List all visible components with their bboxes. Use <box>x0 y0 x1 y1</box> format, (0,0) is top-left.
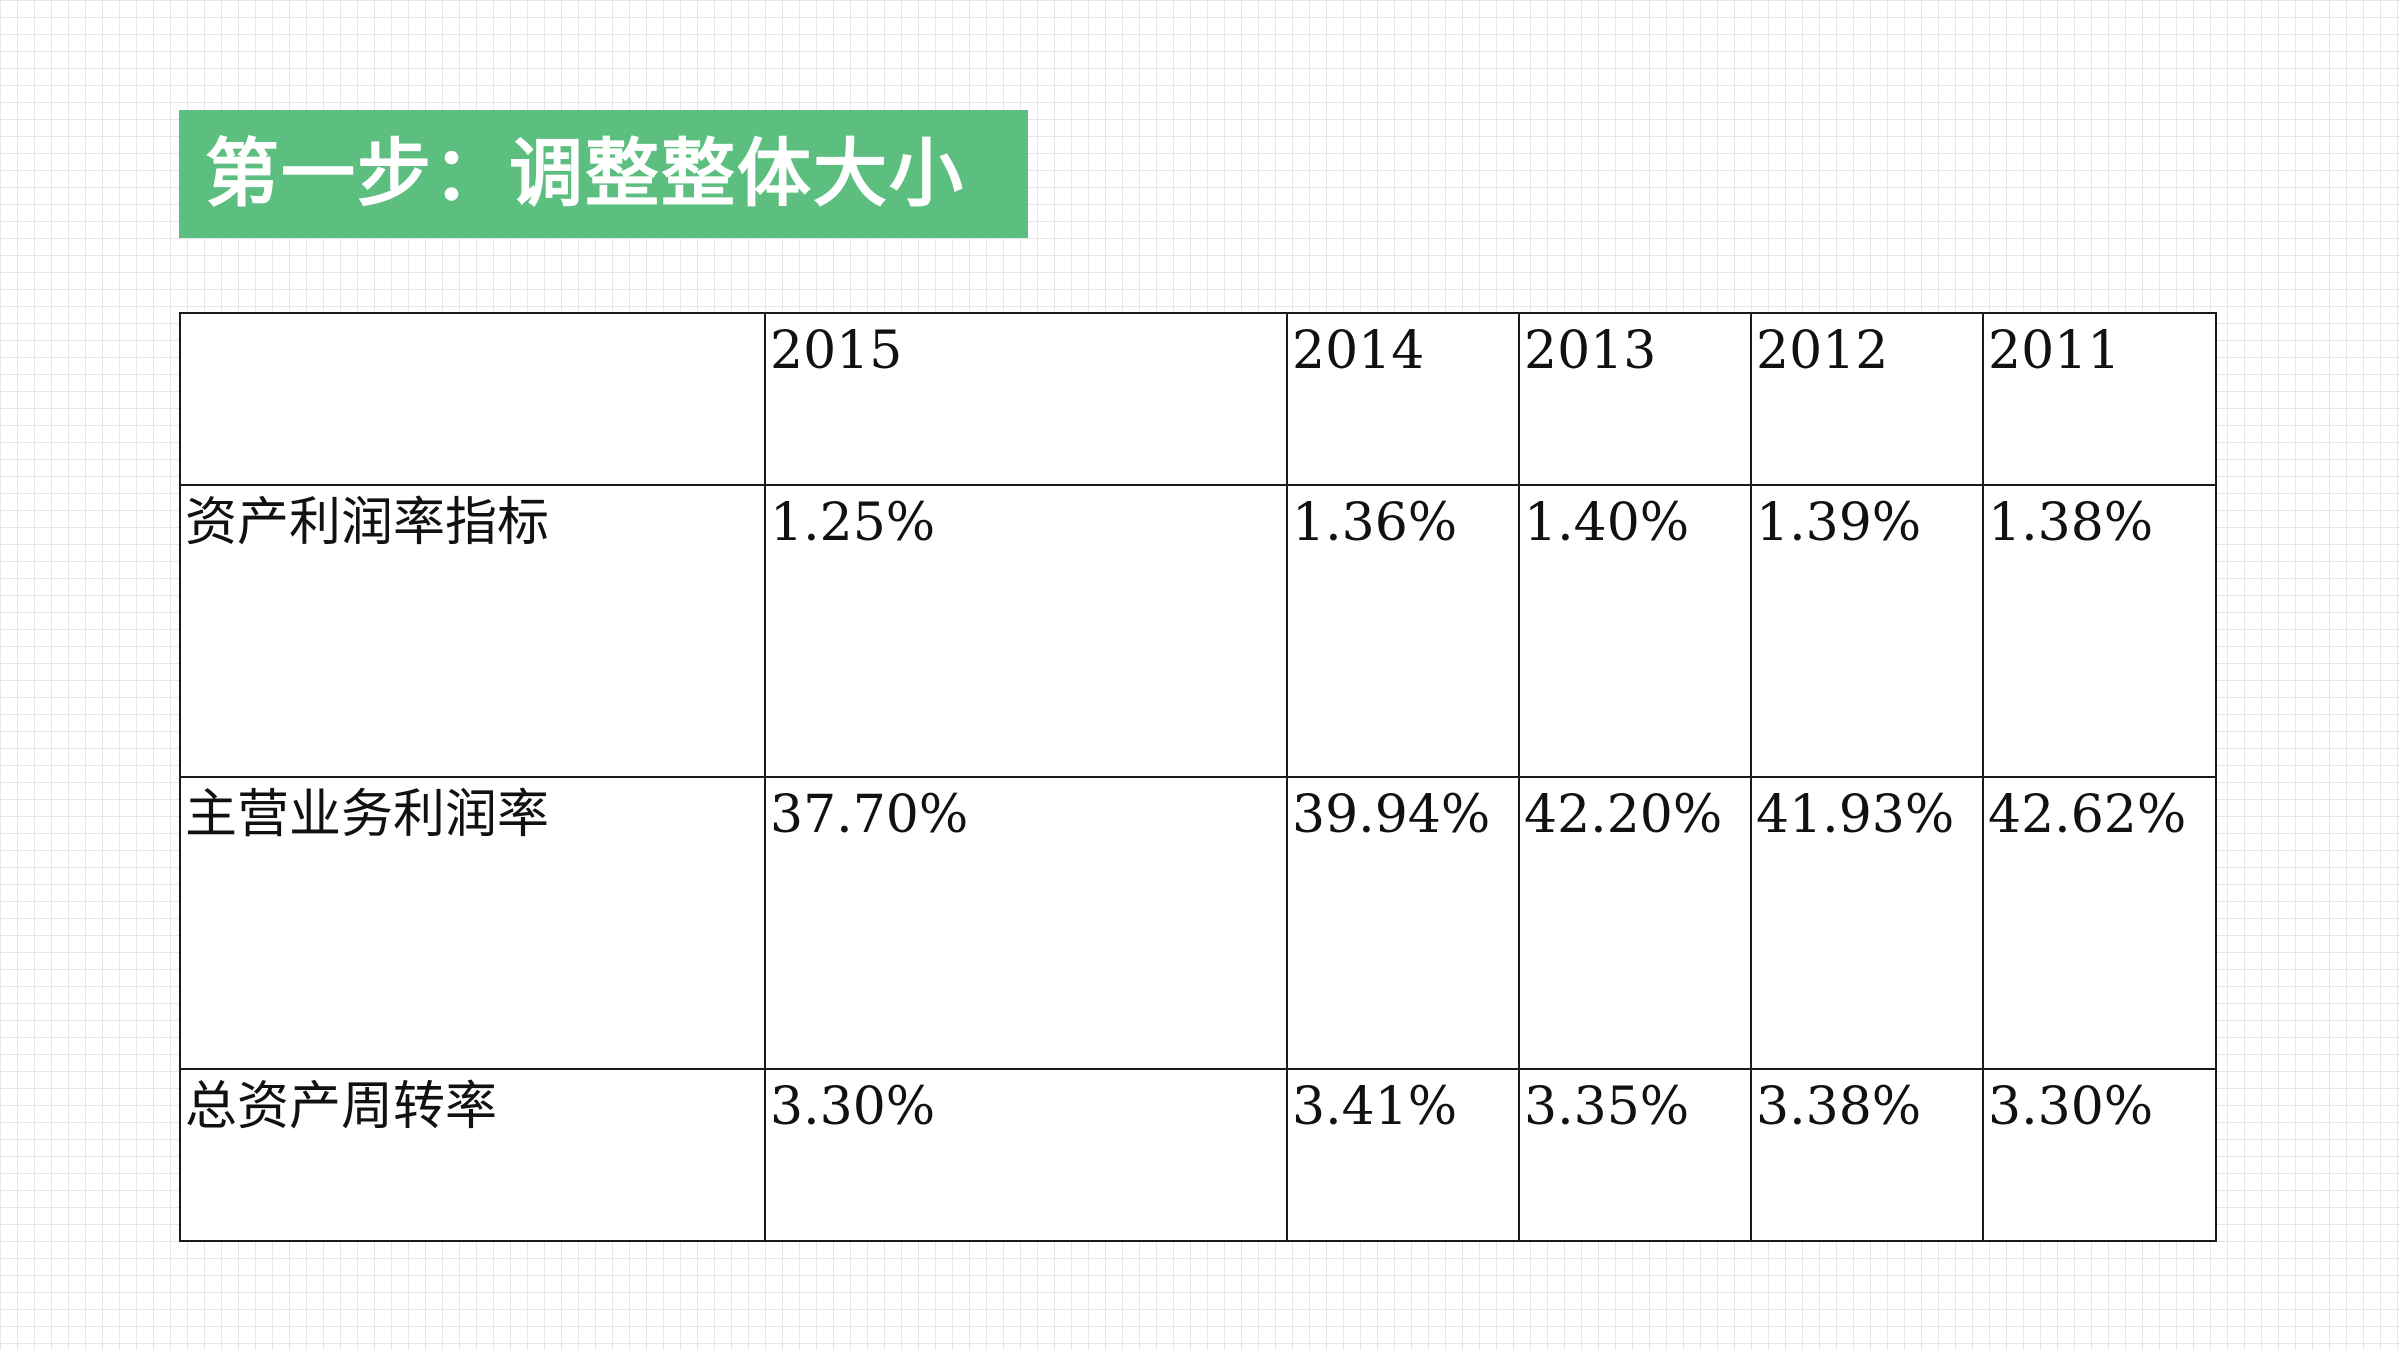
year-header: 2011 <box>1982 312 2217 486</box>
table-header-row: 2015 2014 2013 2012 2011 <box>179 312 2217 486</box>
year-header: 2014 <box>1286 312 1520 486</box>
table-cell: 41.93% <box>1750 776 1984 1070</box>
financial-table: 2015 2014 2013 2012 2011 资产利润率指标 1.25% 1… <box>179 312 2217 1242</box>
table-cell: 3.30% <box>764 1068 1288 1242</box>
table-cell: 3.35% <box>1518 1068 1752 1242</box>
row-label: 主营业务利润率 <box>179 776 766 1070</box>
table-row: 资产利润率指标 1.25% 1.36% 1.40% 1.39% 1.38% <box>179 484 2217 778</box>
table-cell: 3.30% <box>1982 1068 2217 1242</box>
table-row: 总资产周转率 3.30% 3.41% 3.35% 3.38% 3.30% <box>179 1068 2217 1242</box>
row-label: 总资产周转率 <box>179 1068 766 1242</box>
table-cell: 42.62% <box>1982 776 2217 1070</box>
year-header: 2013 <box>1518 312 1752 486</box>
table-cell: 39.94% <box>1286 776 1520 1070</box>
table-cell: 3.41% <box>1286 1068 1520 1242</box>
year-header: 2012 <box>1750 312 1984 486</box>
table-cell: 42.20% <box>1518 776 1752 1070</box>
table-cell: 1.25% <box>764 484 1288 778</box>
corner-cell <box>179 312 766 486</box>
table-cell: 1.39% <box>1750 484 1984 778</box>
table-cell: 37.70% <box>764 776 1288 1070</box>
table-cell: 1.36% <box>1286 484 1520 778</box>
table-cell: 3.38% <box>1750 1068 1984 1242</box>
table-cell: 1.40% <box>1518 484 1752 778</box>
year-header: 2015 <box>764 312 1288 486</box>
row-label: 资产利润率指标 <box>179 484 766 778</box>
page-title: 第一步：调整整体大小 <box>179 110 1028 238</box>
table-cell: 1.38% <box>1982 484 2217 778</box>
table-row: 主营业务利润率 37.70% 39.94% 42.20% 41.93% 42.6… <box>179 776 2217 1070</box>
